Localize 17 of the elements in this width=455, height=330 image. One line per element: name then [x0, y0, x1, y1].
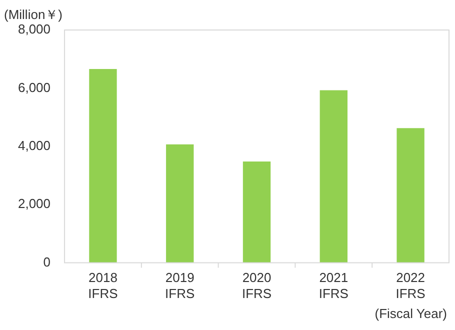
x-tick-label: 2022 IFRS: [396, 270, 426, 301]
bar: [166, 144, 194, 263]
bar: [396, 128, 424, 263]
bar: [89, 68, 117, 263]
x-tick-label: 2021 IFRS: [318, 270, 349, 301]
y-tick-label: 0: [43, 254, 51, 270]
y-tick-label: 8,000: [18, 22, 51, 37]
bar: [242, 162, 271, 263]
y-tick-label: 4,000: [18, 138, 51, 153]
x-axis-title: (Fiscal Year): [374, 306, 447, 321]
x-tick-label: 2020 IFRS: [242, 270, 272, 301]
bar: [320, 90, 348, 263]
y-axis-title: (Million￥): [4, 6, 62, 24]
y-tick-label: 6,000: [18, 80, 51, 95]
x-tick-label: 2018 IFRS: [88, 270, 118, 301]
x-tick-label: 2019 IFRS: [165, 270, 195, 301]
y-tick-label: 2,000: [18, 196, 51, 212]
